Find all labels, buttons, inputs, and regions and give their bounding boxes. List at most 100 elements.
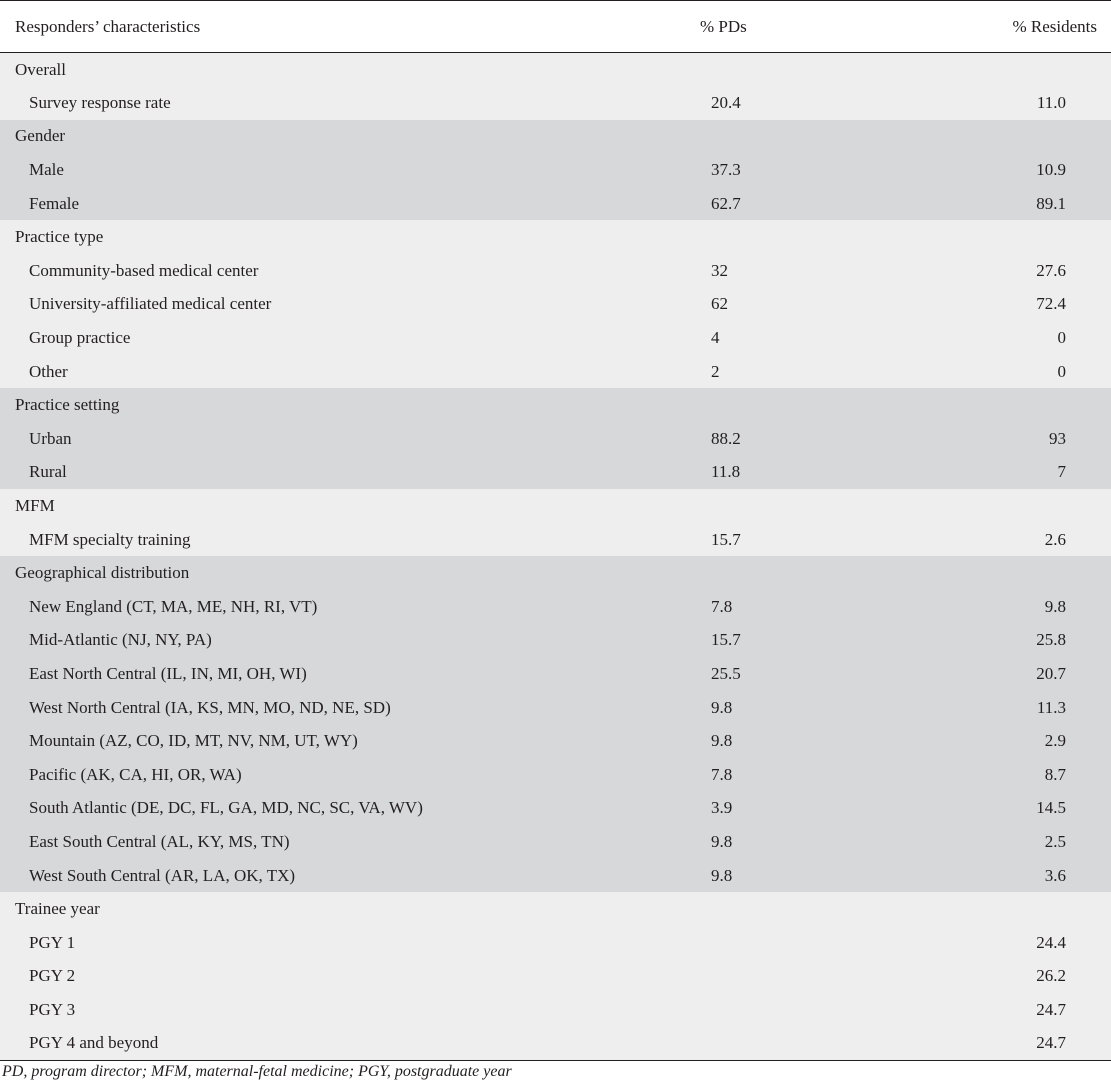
row-label: West North Central (IA, KS, MN, MO, ND, … <box>29 697 391 717</box>
row-pds-value: 7.8 <box>711 596 733 616</box>
row-label: University-affiliated medical center <box>29 294 272 314</box>
table-row: East North Central (IL, IN, MI, OH, WI) 2… <box>0 657 1111 691</box>
table-row: Mountain (AZ, CO, ID, MT, NV, NM, UT, WY… <box>0 724 1111 758</box>
table-row: East South Central (AL, KY, MS, TN) 9.8 2.… <box>0 825 1111 859</box>
section-title: Practice type <box>15 227 104 247</box>
row-residents-value: 24.4 <box>1036 932 1066 952</box>
table-row: Mid-Atlantic (NJ, NY, PA) 15.7 25.8 <box>0 623 1111 658</box>
table-row: Other 2 0 <box>0 354 1111 389</box>
table-row: Female 62.7 89.1 <box>0 186 1111 221</box>
section-title: Trainee year <box>15 899 100 919</box>
row-label: Rural <box>29 462 67 482</box>
row-pds-value: 88.2 <box>711 428 741 448</box>
table-row: Rural 11.8 7 <box>0 455 1111 490</box>
row-residents-value: 0 <box>1057 328 1067 348</box>
table-row: Urban 88.2 93 <box>0 422 1111 456</box>
header-row: Responders’ characteristics % PDs % Resi… <box>0 0 1111 53</box>
table-row: Survey response rate 20.4 11.0 <box>0 86 1111 120</box>
row-residents-value: 2.9 <box>1044 731 1066 751</box>
row-residents-value: 14.5 <box>1036 798 1066 818</box>
table-row: Community-based medical center 32 27.6 <box>0 254 1111 288</box>
row-label: PGY 3 <box>29 999 76 1019</box>
row-residents-value: 11.0 <box>1036 92 1066 112</box>
row-label: PGY 4 and beyond <box>0 1026 550 1061</box>
row-pds-value: 9.8 <box>711 865 733 885</box>
row-residents-value: 72.4 <box>1036 294 1066 314</box>
row-label: Survey response rate <box>29 92 171 112</box>
table-group: Geographical distribution New England (CT… <box>0 556 1111 893</box>
section-title: Gender <box>15 126 66 146</box>
row-residents-value: 20.7 <box>1036 663 1066 683</box>
section-title: MFM <box>15 496 55 516</box>
row-pds-value <box>550 1026 902 1061</box>
header-residents: % Residents <box>902 0 1111 53</box>
row-label: Mid-Atlantic (NJ, NY, PA) <box>29 630 212 650</box>
row-label: Male <box>29 160 64 180</box>
row-pds-value: 2 <box>711 361 720 381</box>
table-row: PGY 2 26.2 <box>0 959 1111 994</box>
table-row: Group practice 4 0 <box>0 321 1111 355</box>
table-group: Overall Survey response rate 20.4 11.0 <box>0 52 1111 120</box>
row-residents-value: 24.7 <box>1036 999 1066 1019</box>
row-label: Group practice <box>29 328 131 348</box>
row-label: Community-based medical center <box>29 260 259 280</box>
row-residents-value: 25.8 <box>1036 630 1066 650</box>
section-title: Practice setting <box>15 395 120 415</box>
table-row: PGY 1 24.4 <box>0 925 1111 960</box>
table-row: PGY 3 24.7 <box>0 993 1111 1027</box>
table-row: Pacific (AK, CA, HI, OR, WA) 7.8 8.7 <box>0 757 1111 792</box>
row-label: East North Central (IL, IN, MI, OH, WI) <box>29 663 307 683</box>
row-residents-value: 3.6 <box>1044 865 1066 885</box>
row-pds-value <box>550 960 902 994</box>
row-pds-value: 62.7 <box>711 193 741 213</box>
table-group: Practice type Community-based medical cen… <box>0 220 1111 389</box>
row-label: Mountain (AZ, CO, ID, MT, NV, NM, UT, WY… <box>29 731 358 751</box>
row-pds-value: 62 <box>711 294 728 314</box>
table-footnote: PD, program director; MFM, maternal-feta… <box>2 1062 512 1080</box>
table-group: Gender Male 37.3 10.9 Female 62.7 89.1 <box>0 119 1111 221</box>
section-row: Gender <box>0 119 1111 154</box>
row-label: PGY 1 <box>29 932 76 952</box>
row-residents-value: 2.5 <box>1044 831 1066 851</box>
row-label: South Atlantic (DE, DC, FL, GA, MD, NC, … <box>29 798 423 818</box>
header-characteristics: Responders’ characteristics <box>0 0 550 53</box>
row-label: MFM specialty training <box>29 529 191 549</box>
row-residents-value: 9.8 <box>1044 596 1066 616</box>
row-pds-value <box>550 926 902 960</box>
row-label: PGY 2 <box>29 966 76 986</box>
row-pds-value: 3.9 <box>711 798 733 818</box>
row-label: New England (CT, MA, ME, NH, RI, VT) <box>29 596 318 616</box>
row-residents-value: 7 <box>1057 462 1067 482</box>
table-header: Responders’ characteristics % PDs % Resi… <box>0 0 1111 53</box>
row-pds-value: 7.8 <box>711 764 733 784</box>
row-pds-value: 25.5 <box>711 663 741 683</box>
table-row: Male 37.3 10.9 <box>0 153 1111 187</box>
row-pds-value: 9.8 <box>711 697 733 717</box>
row-pds-value: 9.8 <box>711 731 733 751</box>
table-group: MFM MFM specialty training 15.7 2.6 <box>0 489 1111 557</box>
section-row: MFM <box>0 489 1111 523</box>
row-pds-value: 9.8 <box>711 831 733 851</box>
section-title: Overall <box>15 59 66 79</box>
row-label: Female <box>29 193 80 213</box>
table-row: West North Central (IA, KS, MN, MO, ND, … <box>0 690 1111 725</box>
row-label: Other <box>29 361 68 381</box>
header-pds: % PDs <box>550 0 902 53</box>
table-group: Trainee year PGY 1 24.4 PGY 2 26.2 PGY 3 24.7 P… <box>0 892 1111 1061</box>
section-row: Trainee year <box>0 892 1111 926</box>
row-residents-value: 2.6 <box>1044 529 1066 549</box>
row-label: East South Central (AL, KY, MS, TN) <box>29 831 290 851</box>
table-row: South Atlantic (DE, DC, FL, GA, MD, NC, … <box>0 791 1111 826</box>
row-pds-value: 11.8 <box>711 462 741 482</box>
row-residents-value: 0 <box>1057 361 1067 381</box>
row-pds-value <box>550 993 902 1027</box>
row-residents-value: 26.2 <box>1036 966 1066 986</box>
section-row: Practice setting <box>0 388 1111 423</box>
table-row: MFM specialty training 15.7 2.6 <box>0 522 1111 557</box>
row-pds-value: 37.3 <box>711 160 741 180</box>
row-residents-value: 93 <box>1049 428 1066 448</box>
row-residents-value: 27.6 <box>1036 260 1066 280</box>
row-residents-value: 24.7 <box>902 1026 1111 1061</box>
table-row: University-affiliated medical center 62 72… <box>0 287 1111 322</box>
